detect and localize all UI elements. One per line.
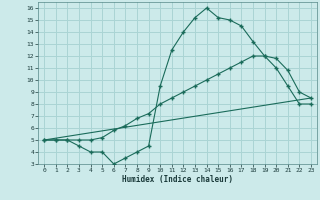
X-axis label: Humidex (Indice chaleur): Humidex (Indice chaleur) xyxy=(122,175,233,184)
